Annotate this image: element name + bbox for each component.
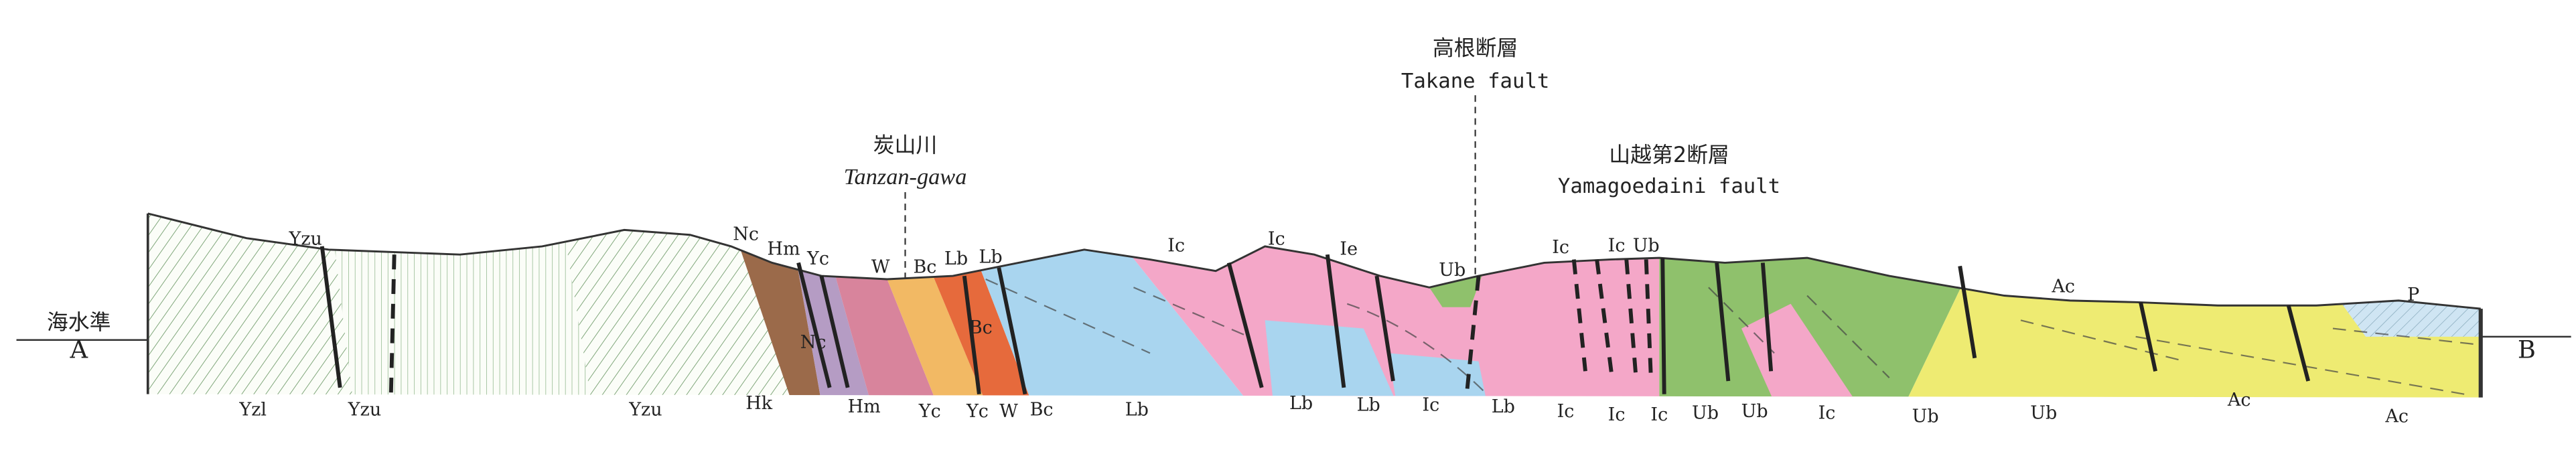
unit-label: Ic [1608,235,1626,256]
end-a: A [69,335,88,364]
unit-label: Ic [1818,403,1836,424]
sea-level-label: 海水準 [47,309,111,335]
unit-label: Ub [1741,401,1768,422]
unit-label: Ie [1340,238,1358,259]
unit-label: Lb [1289,393,1313,414]
unit-label: Ub [2030,403,2057,424]
unit-label: Nc [733,224,759,244]
unit-label: Ub [1633,235,1660,256]
unit-label: Lb [1492,396,1515,417]
river-name-en: Tanzan-gawa [844,164,967,189]
faults [16,95,2571,398]
unit-label: Lb [944,248,968,269]
unit-label: Bc [913,256,936,277]
unit-label: Hm [767,238,800,259]
unit-label: P [2407,285,2419,305]
unit-label: W [999,401,1018,422]
unit-label: Lb [1125,400,1149,420]
fault-name-en: Takane fault [1401,70,1549,93]
river-name-ja: 炭山川 [873,132,938,157]
unit-label: Lb [1357,394,1380,415]
unit-label: Nc [800,332,827,353]
unit-label: Ic [1423,394,1440,415]
fault-name-ja: 山越第2断層 [1609,142,1729,167]
unit-label: Ic [1557,401,1575,422]
unit-label: Ac [2227,390,2251,410]
unit-label: W [871,256,890,277]
unit-label: Yc [806,248,829,269]
unit-label: Ub [1912,406,1939,427]
unit-label: Yc [918,401,941,422]
unit-label: Hk [745,393,773,414]
unit-label: Yzl [238,400,267,420]
unit-label: Ic [1608,404,1626,425]
unit-label: Bc [1030,400,1054,420]
unit-label: Yzu [628,400,662,420]
unit-label: Lb [979,247,1002,268]
geology [147,213,2481,398]
unit-label: Bc [969,317,993,338]
unit-label: Yzu [289,229,322,250]
unit-label: Ic [1552,237,1569,258]
unit-label: Ic [1268,229,1285,250]
unit-label: Hm [848,396,881,417]
unit-label: Ic [1650,404,1668,425]
unit-label: Yzu [348,400,381,420]
unit-label: Ic [1167,235,1185,256]
end-b: B [2518,335,2536,364]
unit-label: Ac [2384,406,2409,427]
surface [147,212,2481,310]
unit-label: Ub [1692,403,1719,424]
fault-name-ja: 高根断層 [1433,35,1518,61]
unit-label: Ac [2051,277,2075,297]
fault-name-en: Yamagoedaini fault [1558,175,1780,198]
unit-label: Yc [966,401,989,422]
unit-label: Ub [1439,260,1465,281]
